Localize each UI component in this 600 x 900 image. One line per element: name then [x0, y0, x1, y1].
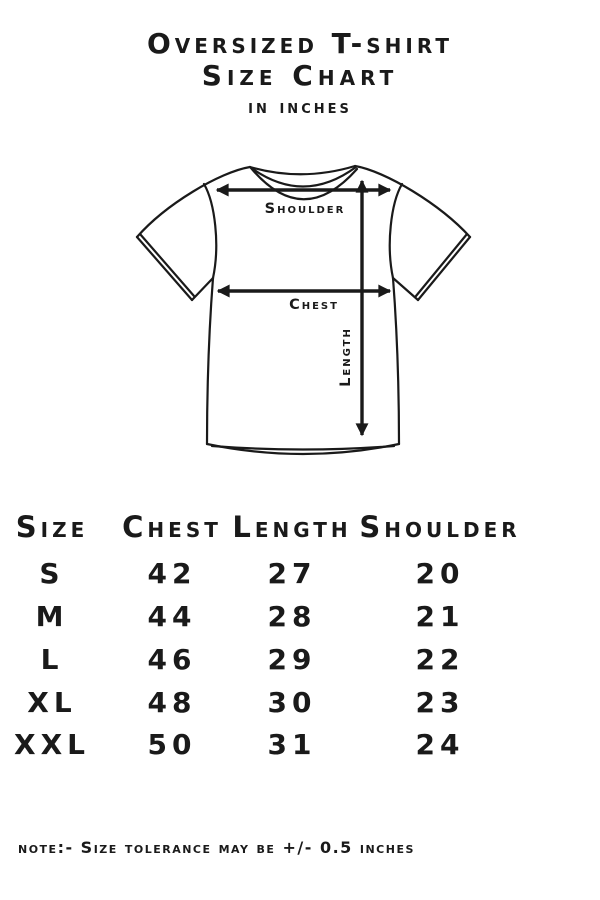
header-size: Size — [15, 510, 89, 544]
length-dimension-label: Length — [338, 327, 354, 387]
tshirt-collar-front — [249, 166, 359, 201]
cell-shoulder: 20 — [415, 557, 465, 590]
cell-shoulder: 23 — [415, 686, 465, 719]
tshirt-right-underarm — [391, 276, 420, 302]
cell-shoulder: 24 — [415, 728, 465, 761]
table-header-row: Size Chest Length Shoulder — [0, 510, 600, 544]
cell-chest: 46 — [147, 643, 197, 676]
table-row-m: M 44 28 21 — [0, 600, 600, 634]
cell-size: L — [40, 643, 64, 676]
table-row-s: S 42 27 20 — [0, 557, 600, 591]
tshirt-left-side — [205, 276, 215, 446]
tshirt-hem-seam — [210, 444, 396, 451]
cell-size: S — [39, 557, 65, 590]
cell-chest: 42 — [147, 557, 197, 590]
cell-shoulder: 22 — [415, 643, 465, 676]
cell-length: 27 — [267, 557, 317, 590]
header-length: Length — [232, 510, 352, 544]
cell-size: M — [35, 600, 69, 633]
page-title-line2: Size Chart — [201, 59, 399, 92]
cell-shoulder: 21 — [415, 600, 465, 633]
tshirt-right-cuff-seam — [414, 232, 469, 298]
cell-length: 31 — [267, 728, 317, 761]
tshirt-right-shoulder — [353, 164, 472, 239]
cell-chest: 50 — [147, 728, 197, 761]
tshirt-right-side — [391, 276, 401, 446]
tshirt-left-cuff — [135, 235, 194, 302]
tshirt-right-armhole-seam — [388, 182, 404, 280]
cell-length: 29 — [267, 643, 317, 676]
header-chest: Chest — [122, 510, 222, 544]
table-row-l: L 46 29 22 — [0, 643, 600, 677]
cell-size: XXL — [13, 728, 91, 761]
tshirt-left-underarm — [190, 276, 215, 302]
tshirt-left-armhole-seam — [202, 182, 218, 280]
page-subtitle: in inches — [248, 96, 352, 118]
tolerance-note: note:- Size tolerance may be +/- 0.5 inc… — [18, 838, 415, 857]
cell-size: XL — [27, 686, 77, 719]
shoulder-dimension-label: Shoulder — [265, 201, 346, 217]
page-title-line1: Oversized T-shirt — [146, 27, 454, 60]
tshirt-left-shoulder — [135, 165, 252, 239]
table-row-xxl: XXL 50 31 24 — [0, 728, 600, 762]
table-row-xl: XL 48 30 23 — [0, 686, 600, 720]
tshirt-right-cuff — [416, 235, 472, 302]
cell-length: 30 — [267, 686, 317, 719]
cell-length: 28 — [267, 600, 317, 633]
tshirt-left-cuff-seam — [138, 232, 196, 298]
chest-dimension-label: Chest — [289, 297, 339, 313]
cell-chest: 44 — [147, 600, 197, 633]
tshirt-diagram: Shoulder Chest Length — [135, 164, 472, 456]
tshirt-collar-back — [248, 164, 357, 176]
cell-chest: 48 — [147, 686, 197, 719]
header-shoulder: Shoulder — [359, 510, 521, 544]
